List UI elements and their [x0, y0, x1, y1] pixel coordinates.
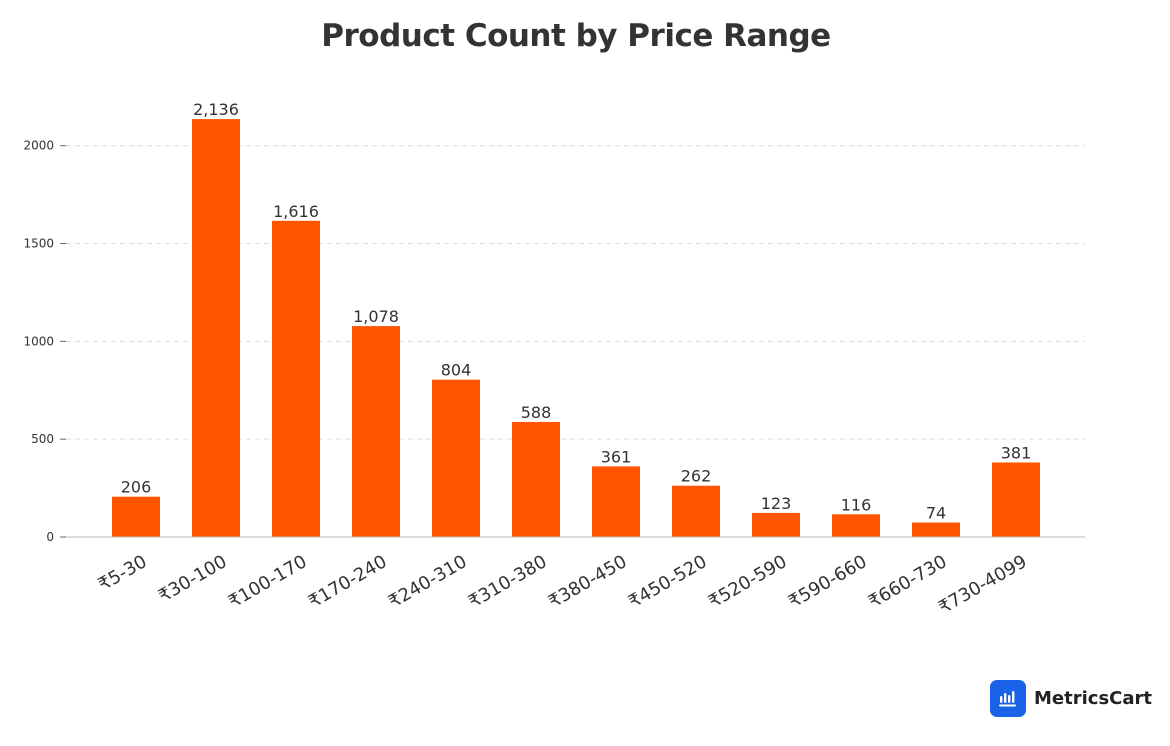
y-tick-label: 1000 [23, 334, 54, 348]
bar [992, 462, 1040, 537]
bar [352, 326, 400, 537]
data-label: 206 [121, 478, 152, 497]
brand-name: MetricsCart [1034, 687, 1152, 709]
y-tick-label: 0 [46, 530, 54, 544]
x-axis-ticks: ₹5-30 ₹30-100₹100-170₹170-240₹240-310₹310… [95, 551, 1031, 618]
bars [112, 119, 1040, 537]
x-tick-label: ₹310-380 [465, 551, 551, 613]
y-tick-label: 500 [31, 432, 54, 446]
x-tick-label: ₹5-30 [95, 551, 151, 595]
bar [112, 496, 160, 537]
x-tick-label: ₹730-4099 [935, 551, 1030, 618]
data-label: 1,616 [273, 202, 319, 221]
data-label: 1,078 [353, 307, 399, 326]
bar-chart-logo-icon [990, 679, 1026, 717]
data-label: 588 [521, 403, 552, 422]
x-tick-label: ₹380-450 [545, 551, 631, 613]
x-tick-label: ₹170-240 [305, 551, 391, 613]
data-label: 262 [681, 467, 712, 486]
data-label: 116 [841, 495, 872, 514]
y-axis-ticks: 0 500 1000 1500 2000 [23, 139, 66, 544]
y-tick-label: 2000 [23, 139, 54, 153]
data-label: 381 [1001, 443, 1032, 462]
bar [192, 119, 240, 537]
bar [752, 512, 800, 537]
data-label: 361 [601, 447, 632, 466]
x-tick-label: ₹450-520 [625, 551, 711, 613]
bar [272, 220, 320, 537]
chart-title: Product Count by Price Range [321, 18, 831, 54]
bar [912, 522, 960, 537]
x-tick-label: ₹240-310 [385, 551, 471, 613]
bar [832, 514, 880, 537]
data-label: 74 [926, 504, 946, 523]
data-labels: 206 2,136 1,616 1,078 804 588 361 262 123 116 74 38… [121, 100, 1032, 522]
data-label: 804 [441, 361, 472, 380]
gridlines [66, 145, 1085, 440]
x-tick-label: ₹100-170 [225, 551, 311, 613]
bar [672, 485, 720, 537]
x-tick-label: ₹590-660 [785, 551, 871, 613]
bar [592, 466, 640, 537]
bar [432, 379, 480, 537]
data-label: 2,136 [193, 100, 239, 119]
y-tick-label: 1500 [23, 237, 54, 251]
x-tick-label: ₹30-100 [155, 551, 231, 607]
bar [512, 421, 560, 537]
brand: MetricsCart [990, 679, 1152, 717]
x-tick-label: ₹520-590 [705, 551, 791, 613]
data-label: 123 [761, 494, 792, 513]
